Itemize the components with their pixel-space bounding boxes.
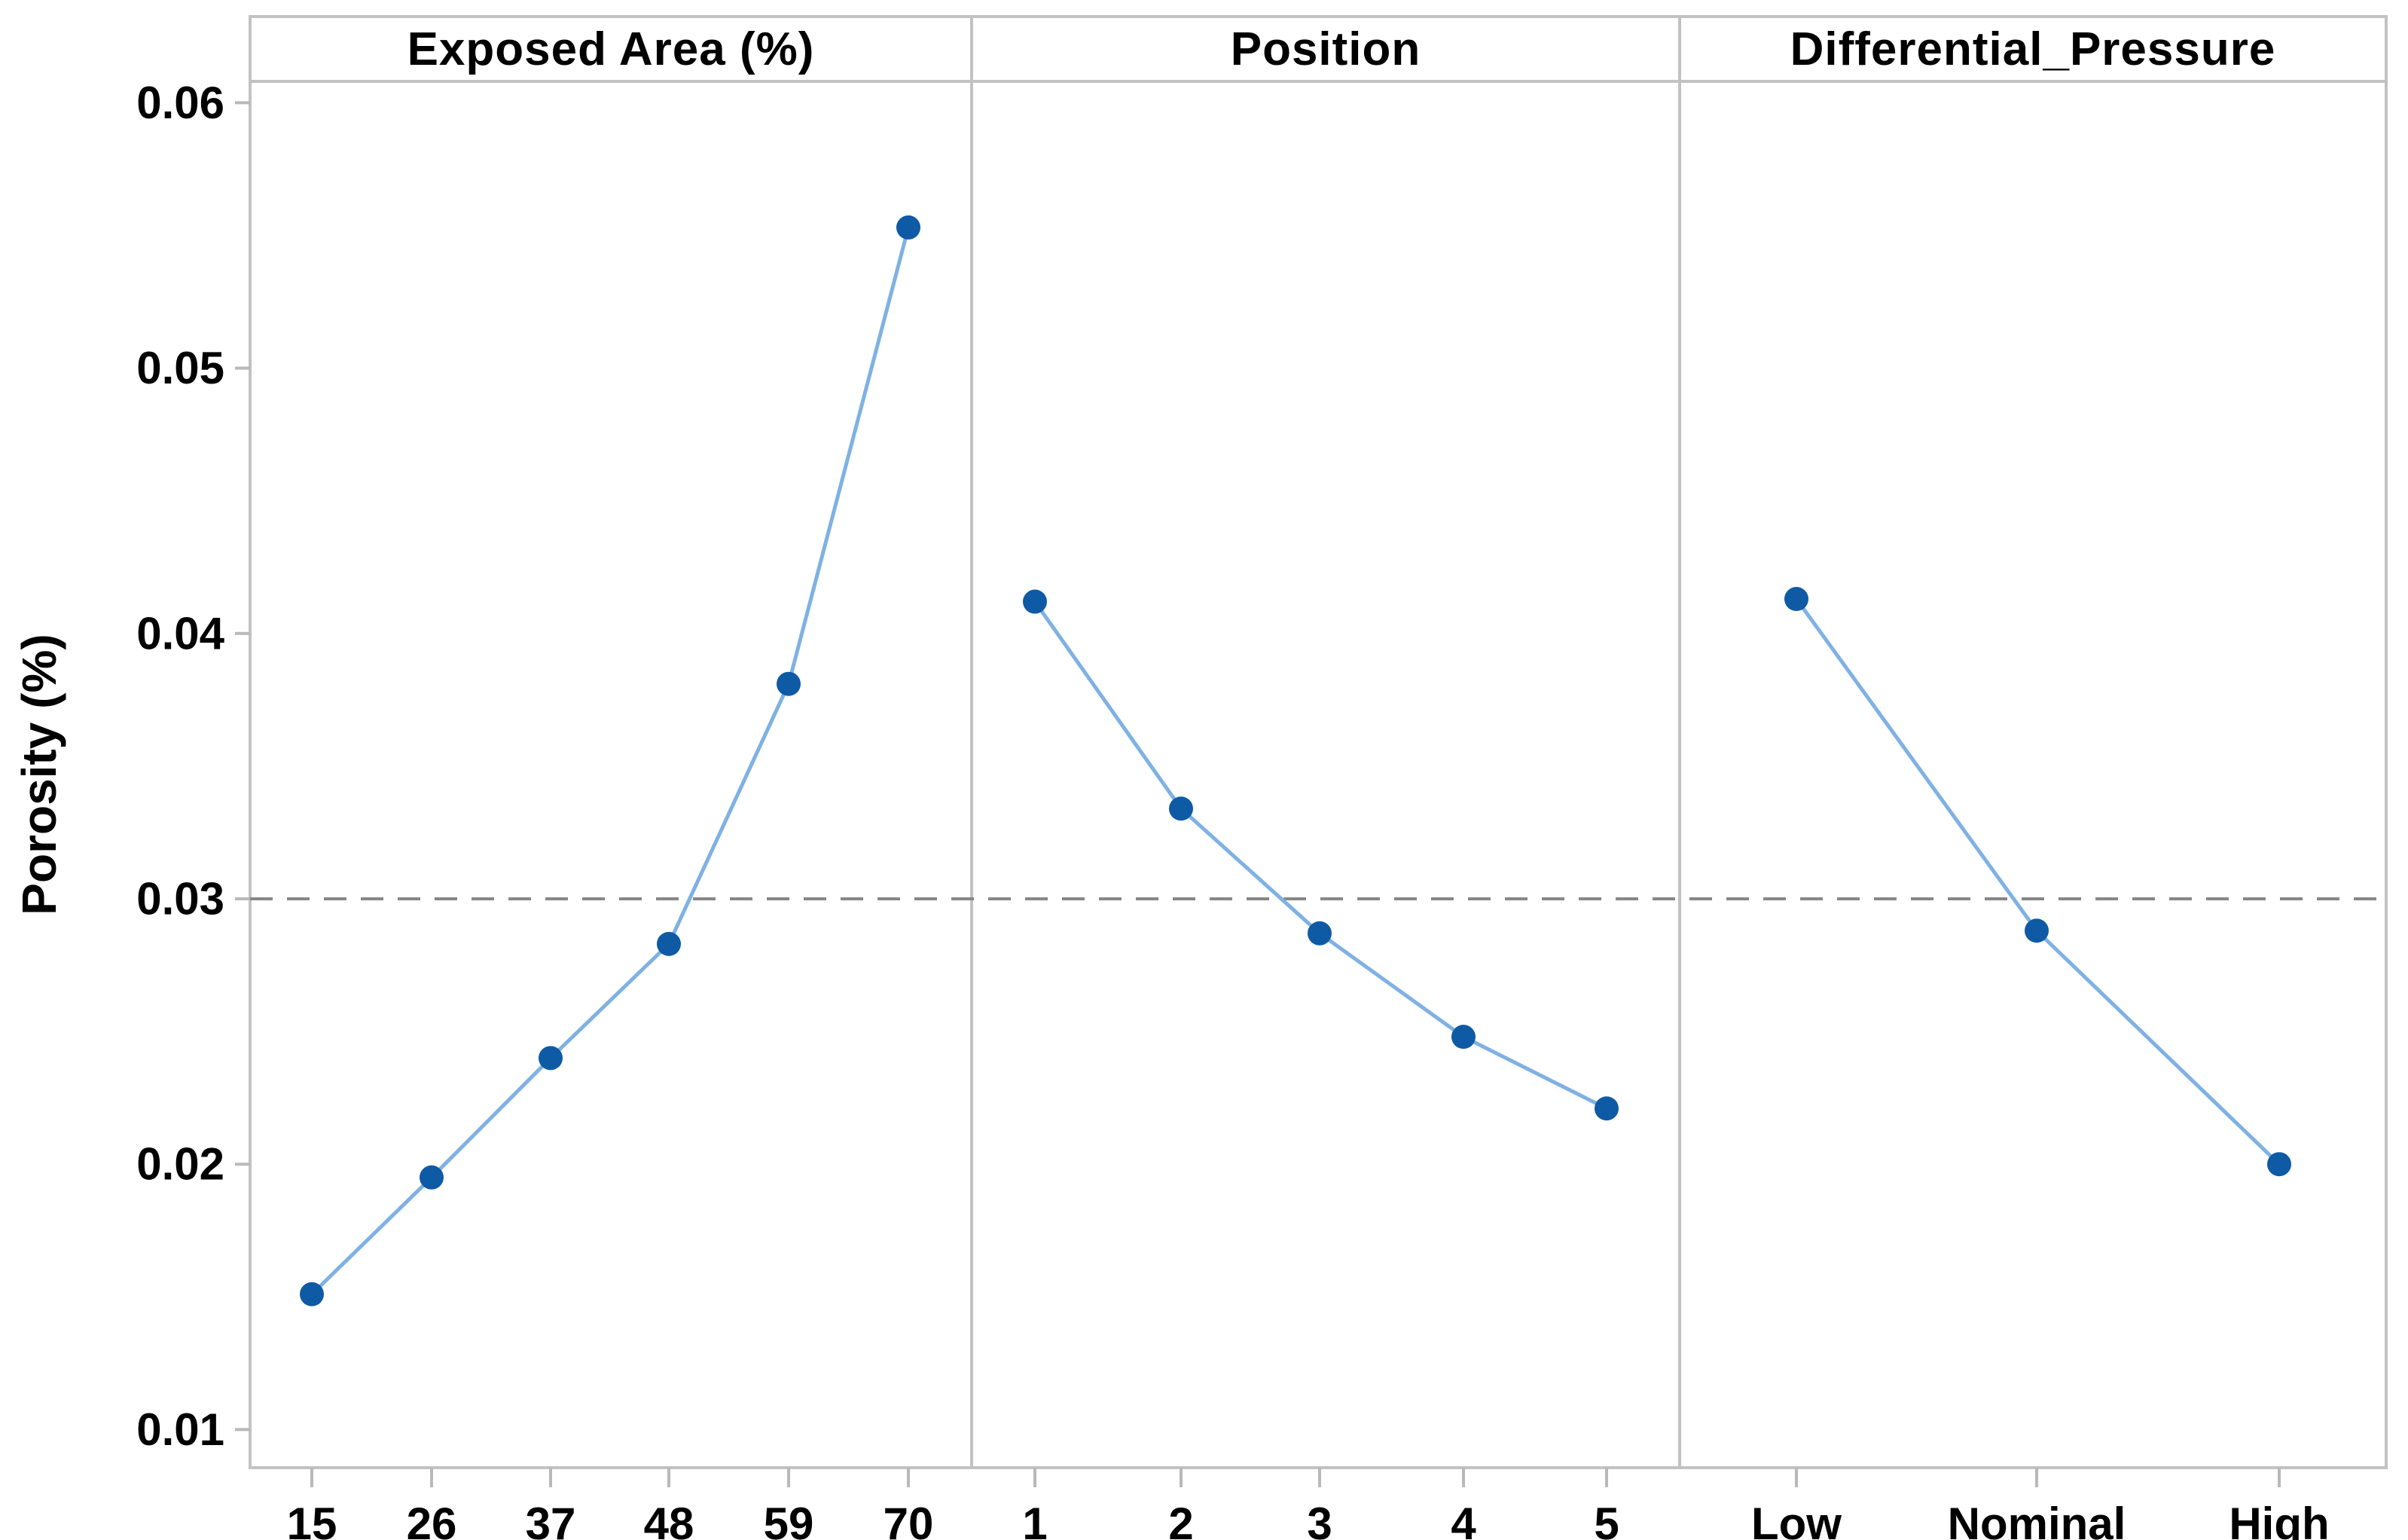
data-point (777, 671, 801, 696)
data-point (1595, 1096, 1619, 1121)
y-tick-label: 0.01 (136, 1404, 224, 1455)
y-tick-label: 0.06 (136, 78, 224, 128)
x-tick-label: High (2229, 1499, 2329, 1540)
plot-frame (249, 15, 2388, 1469)
panel-title-position: Position (1230, 23, 1421, 75)
data-point (1308, 921, 1332, 946)
data-point (420, 1165, 444, 1190)
x-tick-label: 70 (884, 1499, 934, 1540)
data-point (1023, 589, 1047, 614)
y-tick-label: 0.05 (136, 343, 224, 393)
x-tick-label: 1 (1022, 1499, 1047, 1540)
y-tick-label: 0.02 (136, 1139, 224, 1190)
x-tick-label: 5 (1594, 1499, 1619, 1540)
panel-title-exposed-area: Exposed Area (%) (407, 23, 815, 75)
x-tick-label: 59 (764, 1499, 814, 1540)
data-point (2267, 1152, 2291, 1177)
x-tick-label: Low (1751, 1499, 1842, 1540)
x-tick-label: 3 (1307, 1499, 1332, 1540)
data-point (896, 215, 920, 240)
data-point (300, 1282, 324, 1306)
data-point (2025, 918, 2049, 943)
panel-title-differential-pressure: Differential_Pressure (1790, 23, 2276, 75)
series-line (310, 225, 911, 1297)
data-point (1451, 1025, 1476, 1050)
x-tick-label: 26 (407, 1499, 457, 1540)
data-point (1169, 796, 1193, 821)
x-tick-label: Nominal (1948, 1499, 2126, 1540)
data-point (657, 931, 681, 956)
x-tick-label: 48 (644, 1499, 694, 1540)
series-line (1033, 600, 1609, 1111)
x-tick-label: 15 (287, 1499, 337, 1540)
series-line (1794, 597, 2281, 1166)
data-point (539, 1046, 563, 1071)
x-tick-label: 4 (1451, 1499, 1476, 1540)
y-tick-label: 0.04 (136, 608, 224, 658)
x-tick-label: 2 (1168, 1499, 1193, 1540)
data-point (1784, 587, 1808, 612)
x-tick-label: 37 (526, 1499, 576, 1540)
y-tick-label: 0.03 (136, 874, 224, 924)
y-axis-title: Porosity (%) (12, 634, 66, 915)
